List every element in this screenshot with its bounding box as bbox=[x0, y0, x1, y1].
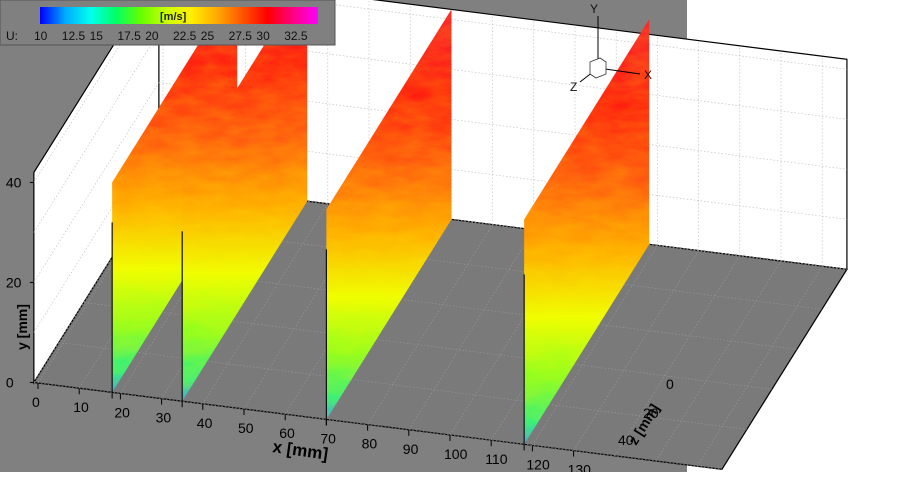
turbulence-overlay bbox=[326, 9, 452, 420]
colorbar bbox=[40, 7, 318, 24]
grid-line bbox=[573, 250, 699, 451]
x-tick-label: 60 bbox=[279, 425, 295, 441]
grid-line bbox=[367, 224, 493, 425]
colorbar-tick-label: 30 bbox=[256, 29, 270, 43]
contour-planes bbox=[111, 0, 650, 451]
x-tick-label: 90 bbox=[403, 441, 419, 457]
y-tick-label: 40 bbox=[6, 174, 22, 190]
x-tick-label: 50 bbox=[238, 420, 254, 436]
x-tick-label: 100 bbox=[444, 446, 468, 462]
contour-plane bbox=[181, 0, 308, 408]
colorbar-tick-label: 27.5 bbox=[229, 29, 253, 43]
y-axis-title: y [mm] bbox=[14, 304, 30, 350]
z-tick-label: 0 bbox=[666, 376, 674, 392]
triad-y-label: Y bbox=[590, 2, 598, 16]
z-tick-label: 40 bbox=[618, 432, 634, 448]
colorbar-tick-label: 22.5 bbox=[173, 29, 197, 43]
colorbar-ticks: 10 12.5 15 17.5 20 22.5 25 27.5 30 32.5 bbox=[34, 29, 308, 43]
grid-line bbox=[408, 229, 535, 430]
grid-line bbox=[614, 255, 741, 456]
contour-plane bbox=[523, 19, 650, 451]
y-tick-label: 0 bbox=[6, 374, 14, 390]
x-tick-label: 120 bbox=[526, 456, 550, 472]
tick-labels: 0 10 20 30 40 50 60 70 80 90 100 110 120 130 0 20 40 0 20 4… bbox=[6, 174, 674, 477]
grid-line bbox=[33, 382, 722, 470]
grid-line bbox=[33, 32, 160, 233]
y-tick-label: 20 bbox=[6, 274, 22, 290]
turbulence-overlay bbox=[112, 0, 238, 393]
colorbar-unit: [m/s] bbox=[160, 11, 187, 23]
grid-line bbox=[696, 266, 823, 467]
colorbar-variable: U: bbox=[6, 29, 18, 43]
grid-line bbox=[33, 82, 160, 283]
x-tick-label: 30 bbox=[156, 410, 172, 426]
grid-line bbox=[295, 0, 847, 70]
x-tick-label: 130 bbox=[568, 462, 592, 472]
grid-line bbox=[58, 342, 747, 430]
x-tick-label: 110 bbox=[485, 451, 508, 467]
colorbar-tick-label: 15 bbox=[90, 29, 104, 43]
grid-line bbox=[655, 260, 782, 462]
colorbar-tick-label: 17.5 bbox=[117, 29, 141, 43]
x-tick-label: 80 bbox=[362, 436, 378, 452]
triad-cube-icon bbox=[589, 57, 607, 79]
colorbar-tick-label: 25 bbox=[201, 29, 215, 43]
triad-z-label: Z bbox=[570, 80, 577, 94]
x-tick-label: 20 bbox=[114, 404, 130, 420]
triad-x-label: X bbox=[644, 68, 652, 82]
colorbar-tick-label: 32.5 bbox=[284, 29, 308, 43]
color-legend: [m/s] U: 10 12.5 15 17.5 20 22.5 25 27.5 30 32.5 bbox=[0, 0, 336, 46]
x-tick-label: 40 bbox=[197, 415, 213, 431]
contour-plane bbox=[111, 0, 238, 399]
axis-triad: Y X Z bbox=[570, 2, 652, 94]
turbulence-overlay bbox=[182, 0, 308, 402]
colorbar-tick-label: 12.5 bbox=[62, 29, 86, 43]
turbulence-overlay bbox=[524, 19, 650, 445]
x-tick-label: 0 bbox=[32, 394, 40, 410]
grid-line bbox=[532, 245, 658, 446]
z-tick-label: 20 bbox=[643, 405, 659, 421]
colorbar-tick-label: 20 bbox=[145, 29, 159, 43]
x-tick-label: 10 bbox=[73, 399, 89, 415]
contour-plane bbox=[325, 9, 452, 426]
grid-line bbox=[202, 203, 329, 404]
colorbar-tick-label: 10 bbox=[34, 29, 48, 43]
x-tick-label: 70 bbox=[320, 430, 336, 446]
